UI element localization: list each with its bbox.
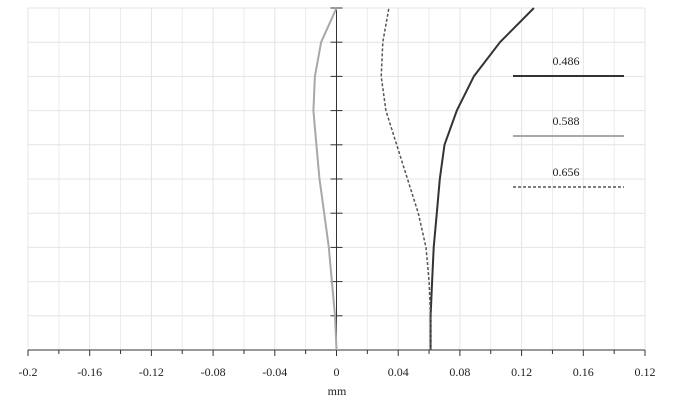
x-axis-label: mm	[328, 384, 347, 398]
x-tick-label: -0.16	[77, 365, 102, 379]
x-tick-label: -0.08	[201, 365, 226, 379]
x-tick-label: 0.16	[573, 365, 594, 379]
x-tick-label: -0.2	[19, 365, 38, 379]
legend-label: 0.486	[553, 54, 580, 68]
x-tick-label: 0.04	[388, 365, 409, 379]
legend-label: 0.656	[553, 165, 580, 179]
x-tick-label: 0	[334, 365, 340, 379]
x-tick-label: -0.12	[139, 365, 164, 379]
series-line	[312, 7, 338, 351]
x-tick-label: 0.08	[449, 365, 470, 379]
series-line	[429, 7, 535, 350]
x-tick-label: 0.12	[635, 365, 656, 379]
series-line	[380, 7, 432, 350]
legend-label: 0.588	[553, 114, 580, 128]
x-tick-label: -0.04	[262, 365, 287, 379]
x-tick-label: 0.12	[511, 365, 532, 379]
